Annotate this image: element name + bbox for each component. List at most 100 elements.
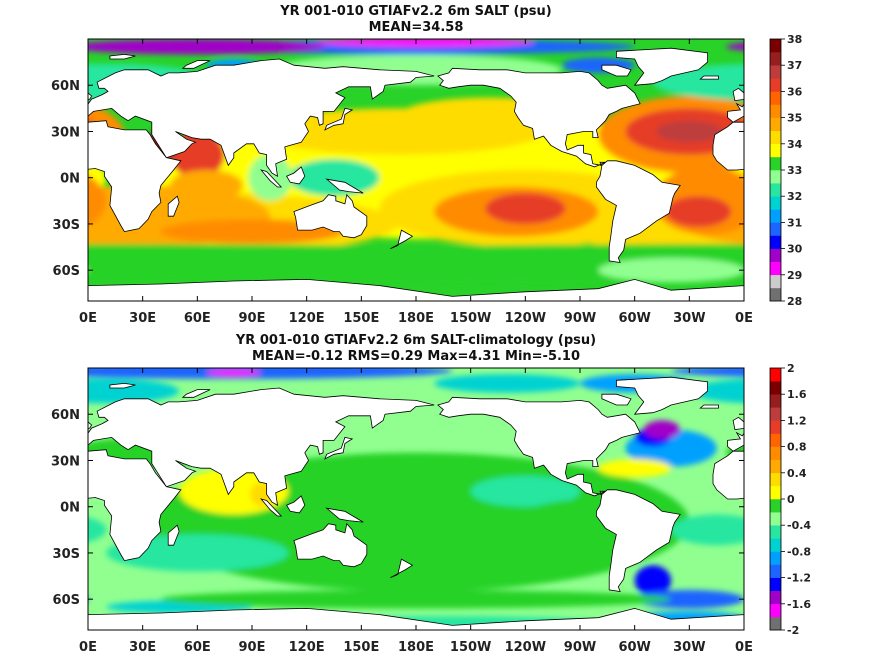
contour-region (0, 590, 15, 608)
contour-region (835, 468, 875, 514)
colorbar-label: 0 (787, 493, 795, 506)
x-tick-label: 30E (129, 311, 156, 326)
colorbar-label: 33 (787, 164, 802, 177)
x-tick-label: 150E (343, 311, 379, 326)
contour-region (470, 475, 580, 507)
x-tick-label: 150E (343, 640, 379, 655)
contour-region (598, 459, 672, 478)
land-samerica (596, 489, 681, 592)
contour-region (160, 590, 672, 609)
contour-region (799, 116, 875, 239)
contour-region (106, 534, 289, 572)
y-tick-label: 60S (53, 264, 80, 279)
colorbar-label: -1.6 (787, 598, 811, 611)
contour-region (817, 590, 875, 608)
colorbar-swatch (770, 538, 781, 552)
land-novaya (181, 389, 211, 398)
contour-region (88, 517, 107, 543)
colorbar-label: 32 (787, 190, 802, 203)
contour-region (88, 175, 107, 227)
colorbar-swatch (770, 512, 781, 526)
x-tick-label: 30W (673, 640, 705, 655)
land-sumatra (259, 498, 283, 517)
colorbar-swatch (770, 577, 781, 591)
colorbar-swatch (770, 170, 781, 184)
land-antarctica (88, 607, 744, 630)
contour-region (643, 420, 681, 439)
contour-region (0, 459, 15, 477)
contour-region (826, 170, 875, 201)
contour-region (88, 378, 180, 404)
colorbar-label: 1.6 (787, 388, 807, 401)
colorbar-swatch (770, 420, 781, 434)
x-tick-label: 150W (450, 640, 491, 655)
contour-region (88, 39, 325, 55)
land-africa (88, 120, 744, 233)
colorbar-swatch (770, 78, 781, 92)
colorbar-label: 34 (787, 138, 803, 151)
land-baffin (601, 393, 632, 406)
colorbar-label: -2 (787, 624, 799, 637)
colorbar-swatch (770, 551, 781, 565)
colorbar-swatch (770, 603, 781, 618)
land-japan (324, 436, 354, 460)
x-tick-label: 180E (398, 640, 434, 655)
colorbar-swatch (770, 446, 781, 460)
x-tick-label: 90W (564, 640, 596, 655)
contour-region (656, 120, 723, 143)
colorbar-label: 28 (787, 295, 802, 308)
x-tick-label: 0E (735, 640, 753, 655)
colorbar-swatch (770, 183, 781, 197)
contour-region (434, 374, 580, 393)
colorbar-swatch (770, 52, 781, 66)
colorbar-swatch (770, 564, 781, 578)
colorbar-label: 35 (787, 112, 802, 125)
y-tick-label: 30N (51, 125, 80, 140)
panel2-stats: MEAN=-0.12 RMS=0.29 Max=4.31 Min=-5.10 (251, 349, 581, 364)
panel1-stats: MEAN=34.58 (368, 20, 464, 35)
colorbar-swatch (770, 472, 781, 487)
colorbar-label: 0.4 (787, 467, 807, 480)
colorbar-swatch (770, 433, 781, 447)
contour-region (88, 119, 98, 144)
contour-region (725, 42, 744, 51)
x-tick-label: 120W (505, 311, 546, 326)
colorbar-swatch (770, 616, 781, 631)
land-iceland (699, 75, 719, 80)
land-svalbard (109, 382, 136, 389)
contour-region (0, 499, 15, 530)
land-svalbard (109, 53, 136, 60)
x-tick-label: 90E (239, 311, 266, 326)
x-tick-label: 150W (450, 311, 491, 326)
panel2-land (88, 376, 744, 630)
colorbar-swatch (770, 499, 781, 513)
land-nguinea (325, 507, 364, 523)
colorbar-label: 0.8 (787, 441, 807, 454)
x-tick-label: 60E (184, 640, 211, 655)
y-tick-label: 0N (60, 501, 80, 516)
contour-region (863, 59, 875, 71)
x-tick-label: 60W (618, 311, 650, 326)
y-tick-label: 0N (60, 172, 80, 187)
colorbar-swatch (770, 196, 781, 210)
land-greenland (616, 376, 708, 415)
x-tick-label: 90W (564, 311, 596, 326)
colorbar-swatch (770, 381, 781, 395)
colorbar-swatch (770, 222, 781, 236)
land-borneo (286, 166, 306, 185)
contour-region (0, 170, 15, 247)
contour-region (634, 590, 744, 609)
contour-region (288, 159, 380, 197)
land-iceland (699, 404, 719, 409)
y-tick-label: 60N (51, 79, 80, 94)
panel1-title: YR 001-010 GTIAFv2.2 6m SALT (psu) (280, 4, 552, 19)
x-tick-label: 0E (79, 311, 97, 326)
land-novaya (181, 60, 211, 69)
colorbar-label: 38 (787, 33, 802, 46)
colorbar-swatch (770, 235, 781, 249)
land-madagascar (167, 524, 180, 546)
x-tick-label: 120W (505, 640, 546, 655)
colorbar-1: 38 37 36 35 34 33 32 31 30 29 28 (769, 33, 803, 308)
contour-region (863, 370, 875, 376)
